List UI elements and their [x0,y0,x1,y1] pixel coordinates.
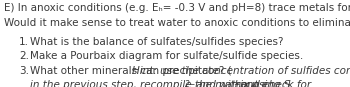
Text: E) In anoxic conditions (e.g. Eₕ= -0.3 V and pH=8) trace metals form very insolu: E) In anoxic conditions (e.g. Eₕ= -0.3 V… [4,3,350,13]
Text: −: − [233,80,239,87]
Text: Make a Pourbaix diagram for sulfate/sulfide species.: Make a Pourbaix diagram for sulfate/sulf… [30,51,303,61]
Text: and without e: and without e [193,80,268,87]
Text: What is the balance of sulfates/sulfides species?: What is the balance of sulfates/sulfides… [30,37,283,47]
Text: Hint: use the concentration of sulfides computed: Hint: use the concentration of sulfides … [132,66,350,76]
Text: and check for: and check for [237,80,311,87]
Text: 2.: 2. [19,51,29,61]
Text: Would it make sense to treat water to anoxic conditions to eliminate dissolved H: Would it make sense to treat water to an… [4,18,350,28]
Text: 1.: 1. [19,37,29,47]
Text: 2−: 2− [185,80,196,87]
Text: in the previous step, recompile the matrix using S: in the previous step, recompile the matr… [30,80,290,87]
Text: 3.: 3. [19,66,29,76]
Text: What other minerals can precipitate? (: What other minerals can precipitate? ( [30,66,231,76]
